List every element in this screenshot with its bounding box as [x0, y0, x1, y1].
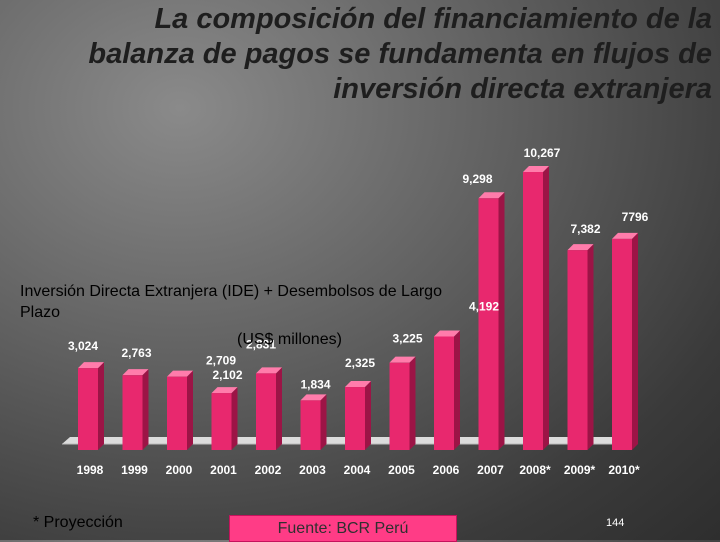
bar-top — [122, 369, 149, 376]
tick-label: 2003 — [299, 463, 326, 477]
bar-top — [612, 232, 638, 239]
tick-label: 2001 — [210, 463, 237, 477]
bar-side — [498, 192, 505, 450]
bar-side — [320, 394, 327, 450]
bar-front — [167, 376, 187, 450]
tick-label: 1999 — [121, 463, 148, 477]
value-label: 3,225 — [392, 332, 422, 346]
bar-2007 — [478, 192, 505, 450]
value-label: 2,709 — [206, 354, 236, 368]
bar-1998 — [78, 362, 104, 450]
title-line-3: inversión directa extranjera — [333, 73, 712, 105]
bar-front — [122, 375, 143, 450]
bar-top — [300, 394, 327, 401]
bar-front — [300, 400, 321, 450]
value-label: 4,192 — [469, 299, 499, 313]
value-label: 2,102 — [212, 368, 242, 382]
bar-top — [345, 381, 371, 388]
value-label: 7796 — [622, 210, 649, 224]
chart-subtitle: Inversión Directa Extranjera (IDE) + Des… — [20, 283, 442, 321]
value-label: 3,024 — [68, 339, 98, 353]
bar-top — [167, 370, 193, 377]
value-label: 2,831 — [246, 337, 276, 351]
bar-front — [211, 393, 232, 450]
tick-label: 1998 — [77, 463, 104, 477]
tick-label: 2009* — [564, 463, 596, 477]
tick-label: 2004 — [344, 463, 371, 477]
bar-top — [434, 330, 460, 337]
bar-front — [256, 373, 276, 450]
bar-side — [409, 356, 416, 450]
title-line-2: balanza de pagos se fundamenta en flujos… — [88, 38, 712, 70]
bar-side — [142, 369, 149, 450]
bar-side — [231, 387, 238, 450]
bar-side — [543, 166, 549, 450]
bar-2004 — [345, 381, 371, 450]
value-label: 9,298 — [462, 172, 492, 186]
bar-front — [612, 238, 632, 450]
bar-2009* — [567, 244, 594, 450]
bar-front — [345, 387, 365, 450]
value-label: 1,834 — [300, 377, 330, 391]
bar-front — [389, 362, 410, 450]
title-line-1: La composición del financiamiento de la — [154, 3, 712, 35]
bar-2003 — [300, 394, 327, 450]
projection-note: * Proyección — [33, 514, 123, 531]
bar-1999 — [122, 369, 149, 450]
bar-2008* — [523, 166, 549, 450]
value-label: 2,325 — [345, 356, 375, 370]
tick-label: 2007 — [477, 463, 504, 477]
bar-2005 — [389, 356, 416, 450]
bar-front — [567, 250, 588, 450]
bar-2000 — [167, 370, 193, 450]
bar-top — [78, 362, 104, 369]
tick-label: 2008* — [519, 463, 551, 477]
bar-side — [454, 330, 460, 450]
value-label: 2,763 — [121, 346, 151, 360]
bar-front — [523, 172, 543, 450]
bar-2001 — [211, 387, 238, 450]
bar-top — [389, 356, 416, 363]
bar-front — [434, 336, 454, 450]
bar-top — [523, 166, 549, 172]
bar-side — [587, 244, 594, 450]
tick-label: 2005 — [388, 463, 415, 477]
bar-front — [78, 368, 98, 450]
bar-top — [256, 367, 282, 374]
bar-2006 — [434, 330, 460, 450]
bar-top — [567, 244, 594, 251]
bar-side — [98, 362, 104, 450]
slide-title: La composición del financiamiento de la … — [0, 2, 712, 107]
bar-side — [187, 370, 193, 450]
tick-label: 2006 — [433, 463, 460, 477]
tick-label: 2000 — [166, 463, 193, 477]
bar-side — [632, 232, 638, 450]
value-label: 7,382 — [570, 222, 600, 236]
bar-front — [478, 198, 499, 450]
bar-2010* — [612, 232, 638, 450]
page-number: 144 — [606, 517, 625, 529]
bar-side — [365, 381, 371, 450]
chart-units: (US$ millones) — [237, 331, 342, 348]
bar-2002 — [256, 367, 282, 450]
bar-top — [478, 192, 505, 199]
value-label: 10,267 — [524, 146, 561, 160]
source-box: Fuente: BCR Perú — [229, 515, 457, 542]
bar-top — [211, 387, 238, 394]
tick-label: 2002 — [255, 463, 282, 477]
tick-label: 2010* — [608, 463, 640, 477]
bar-side — [276, 367, 282, 450]
